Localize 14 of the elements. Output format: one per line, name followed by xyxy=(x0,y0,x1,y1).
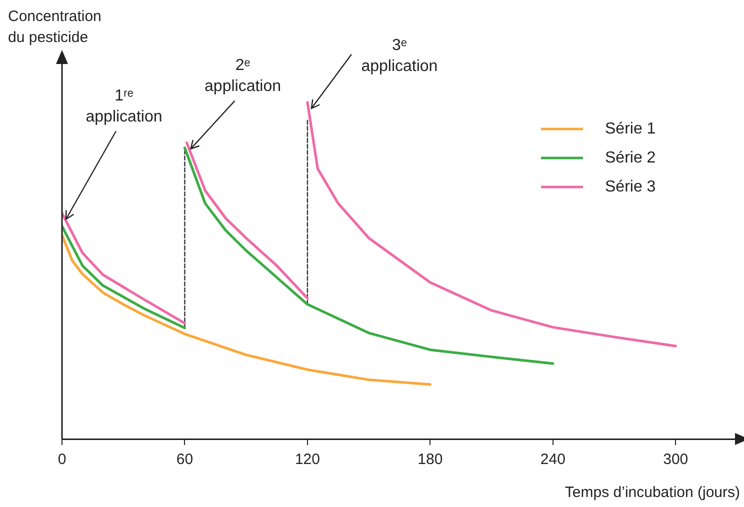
annotation: 2ᵉ application xyxy=(204,57,282,96)
legend-label: Série 3 xyxy=(605,178,656,196)
x-tick-label: 300 xyxy=(663,451,688,468)
x-tick-label: 60 xyxy=(176,451,194,468)
x-axis-title: Temps d’incubation (jours) xyxy=(564,484,740,501)
annotation: 1ʳᵉ application xyxy=(86,88,162,126)
x-tick-label: 120 xyxy=(294,451,320,468)
y-axis-title: Concentration du pesticide xyxy=(8,7,102,48)
x-tick-label: 180 xyxy=(418,451,443,468)
x-tick-label: 240 xyxy=(540,451,566,468)
x-tick-label: 0 xyxy=(58,451,66,468)
legend-label: Série 1 xyxy=(605,120,656,138)
legend-label: Série 2 xyxy=(605,149,656,166)
annotation: 3ᵉ application xyxy=(361,36,438,75)
